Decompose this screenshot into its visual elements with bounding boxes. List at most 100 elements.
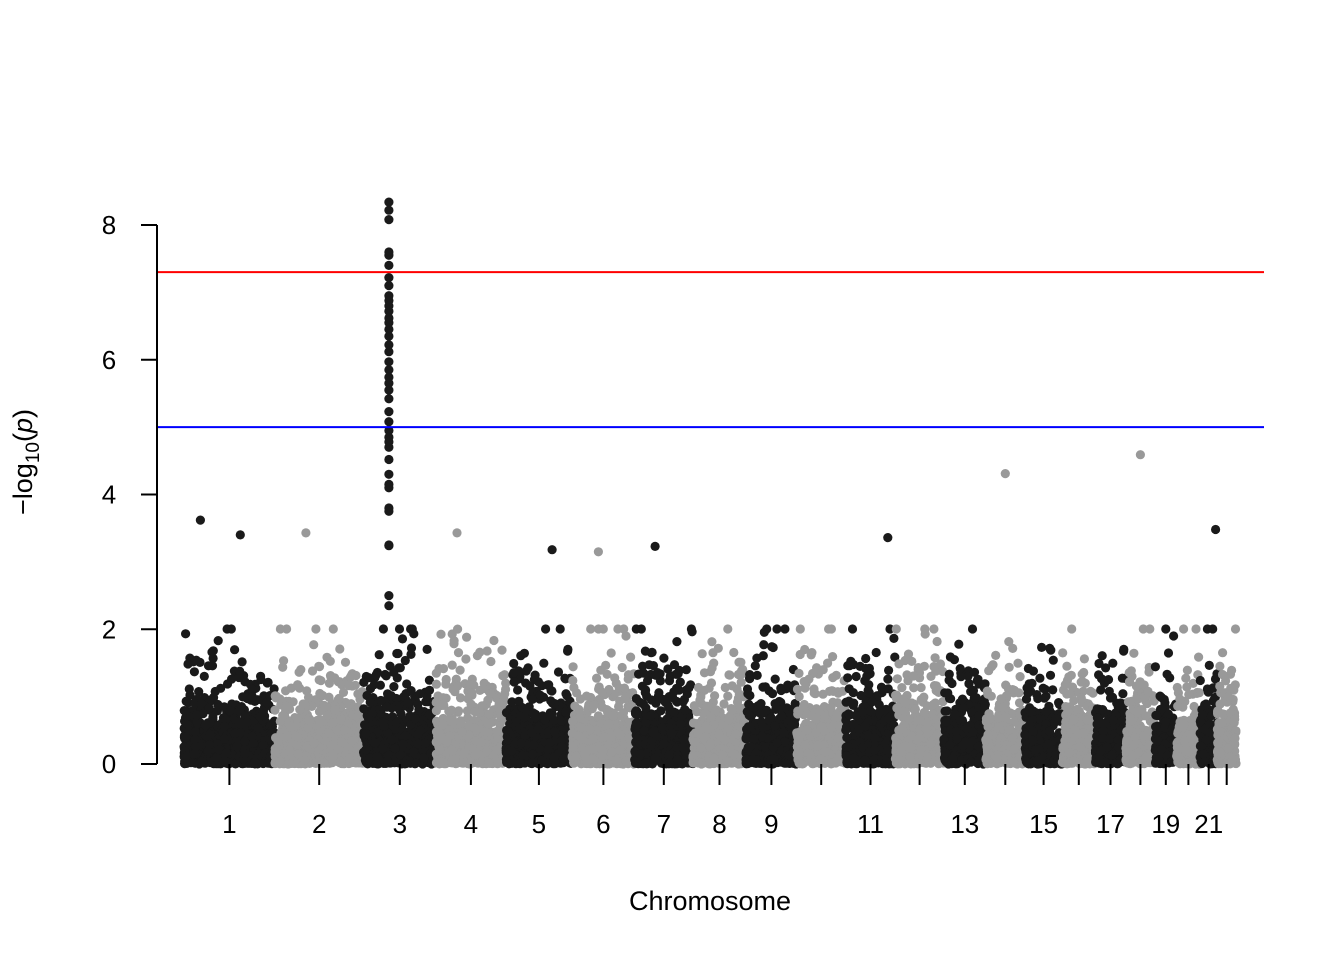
snp-point (619, 683, 630, 693)
snp-point (513, 685, 523, 695)
snp-point (258, 740, 268, 750)
snp-point (206, 695, 216, 705)
snp-point (664, 676, 675, 686)
snp-point (294, 667, 304, 677)
snp-point (675, 677, 685, 687)
snp-point (305, 716, 315, 726)
snp-point (394, 624, 405, 634)
snp-point (669, 660, 680, 670)
snp-point (599, 732, 609, 742)
snp-point (275, 624, 285, 634)
snp-point (365, 697, 375, 707)
snp-point (587, 754, 598, 764)
snp-point (635, 749, 646, 759)
snp-point (420, 738, 430, 748)
snp-point (568, 716, 578, 727)
snp-point (459, 757, 469, 767)
snp-point (213, 636, 223, 646)
snp-point (382, 756, 392, 766)
snp-point (615, 745, 625, 756)
snp-point (646, 711, 656, 721)
snp-point (498, 671, 508, 681)
snp-point (519, 712, 529, 722)
snp-point (311, 624, 321, 634)
snp-point (442, 737, 452, 747)
snp-point (293, 749, 303, 759)
snp-point (195, 657, 205, 668)
snp-point (319, 758, 329, 768)
snp-point (214, 745, 224, 755)
chromosome-8-points (688, 624, 751, 769)
snp-point (210, 686, 220, 697)
snp-point (370, 738, 380, 748)
snp-point (555, 624, 565, 634)
snp-point (527, 749, 538, 759)
snp-point (194, 687, 204, 697)
snp-point (284, 745, 295, 755)
snp-point (457, 727, 467, 737)
snp-point (549, 752, 559, 763)
snp-point (226, 624, 236, 634)
snp-point (723, 624, 733, 634)
snp-point (641, 703, 651, 713)
snp-point (378, 717, 388, 728)
snp-point (281, 701, 291, 711)
snp-point (620, 694, 630, 704)
snp-point (192, 710, 202, 720)
chromosome-4-points (431, 624, 511, 769)
snp-point (588, 733, 598, 744)
snp-point (452, 681, 463, 691)
snp-point (400, 655, 410, 666)
snp-point (455, 665, 465, 675)
snp-point (535, 690, 545, 700)
snp-point (431, 679, 441, 689)
snp-point (465, 680, 476, 690)
snp-point (672, 637, 682, 647)
snp-point (651, 670, 661, 680)
snp-point (639, 726, 649, 736)
snp-point (697, 649, 707, 659)
snp-point (720, 682, 730, 693)
snp-point (689, 701, 699, 711)
snp-point (389, 682, 399, 692)
snp-point (509, 677, 520, 687)
snp-point (597, 687, 607, 697)
snp-point (553, 667, 564, 677)
snp-point (646, 695, 657, 705)
snp-point (641, 685, 651, 695)
snp-point (462, 706, 472, 716)
snp-point (513, 666, 524, 676)
snp-point (469, 722, 479, 733)
snp-point (459, 749, 469, 759)
snp-point (568, 675, 578, 686)
snp-point (338, 687, 349, 698)
snp-point (541, 624, 551, 634)
snp-point (597, 757, 607, 767)
snp-point (307, 666, 318, 676)
snp-point (219, 734, 230, 744)
snp-point (529, 740, 539, 750)
snp-point (451, 674, 461, 684)
snp-point (489, 635, 499, 646)
snp-point (293, 732, 303, 742)
snp-point (436, 757, 446, 767)
snp-point (371, 670, 381, 680)
snp-point (337, 680, 347, 690)
snp-point (650, 753, 661, 763)
snp-point (707, 637, 717, 647)
snp-point (190, 727, 200, 737)
snp-point (561, 707, 571, 717)
snp-point (219, 756, 229, 766)
snp-point (607, 747, 617, 757)
snp-point (422, 644, 432, 655)
snp-point (455, 693, 466, 703)
snp-point (462, 632, 472, 642)
chromosome-2-points (270, 624, 369, 769)
snp-point (438, 664, 449, 674)
snp-point (212, 752, 222, 763)
snp-point (639, 668, 649, 678)
snp-point (232, 741, 242, 752)
snp-point (732, 697, 743, 707)
snp-point (294, 683, 305, 693)
snp-point (253, 723, 263, 733)
